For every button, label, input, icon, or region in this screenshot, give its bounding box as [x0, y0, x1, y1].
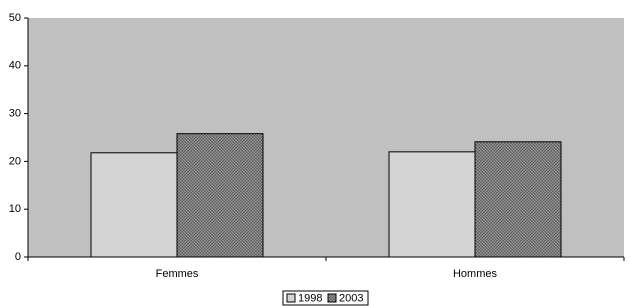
- legend-swatch: [286, 293, 296, 303]
- bar: [474, 141, 562, 258]
- legend-label: 1998: [298, 292, 322, 304]
- y-tick-label: 20: [9, 155, 21, 167]
- legend-label: 2003: [339, 292, 363, 304]
- y-tick-label: 30: [9, 108, 21, 120]
- bar: [176, 133, 264, 258]
- y-tick-label: 10: [9, 203, 21, 215]
- bar: [90, 152, 178, 258]
- x-tick-label: Femmes: [156, 268, 199, 280]
- legend-swatch: [327, 293, 337, 303]
- y-tick-label: 50: [9, 12, 21, 24]
- x-tick-label: Hommes: [453, 268, 498, 280]
- y-tick-label: 40: [9, 60, 21, 72]
- legend-box: [282, 290, 369, 306]
- y-tick-label: 0: [15, 251, 21, 263]
- bar: [388, 151, 476, 258]
